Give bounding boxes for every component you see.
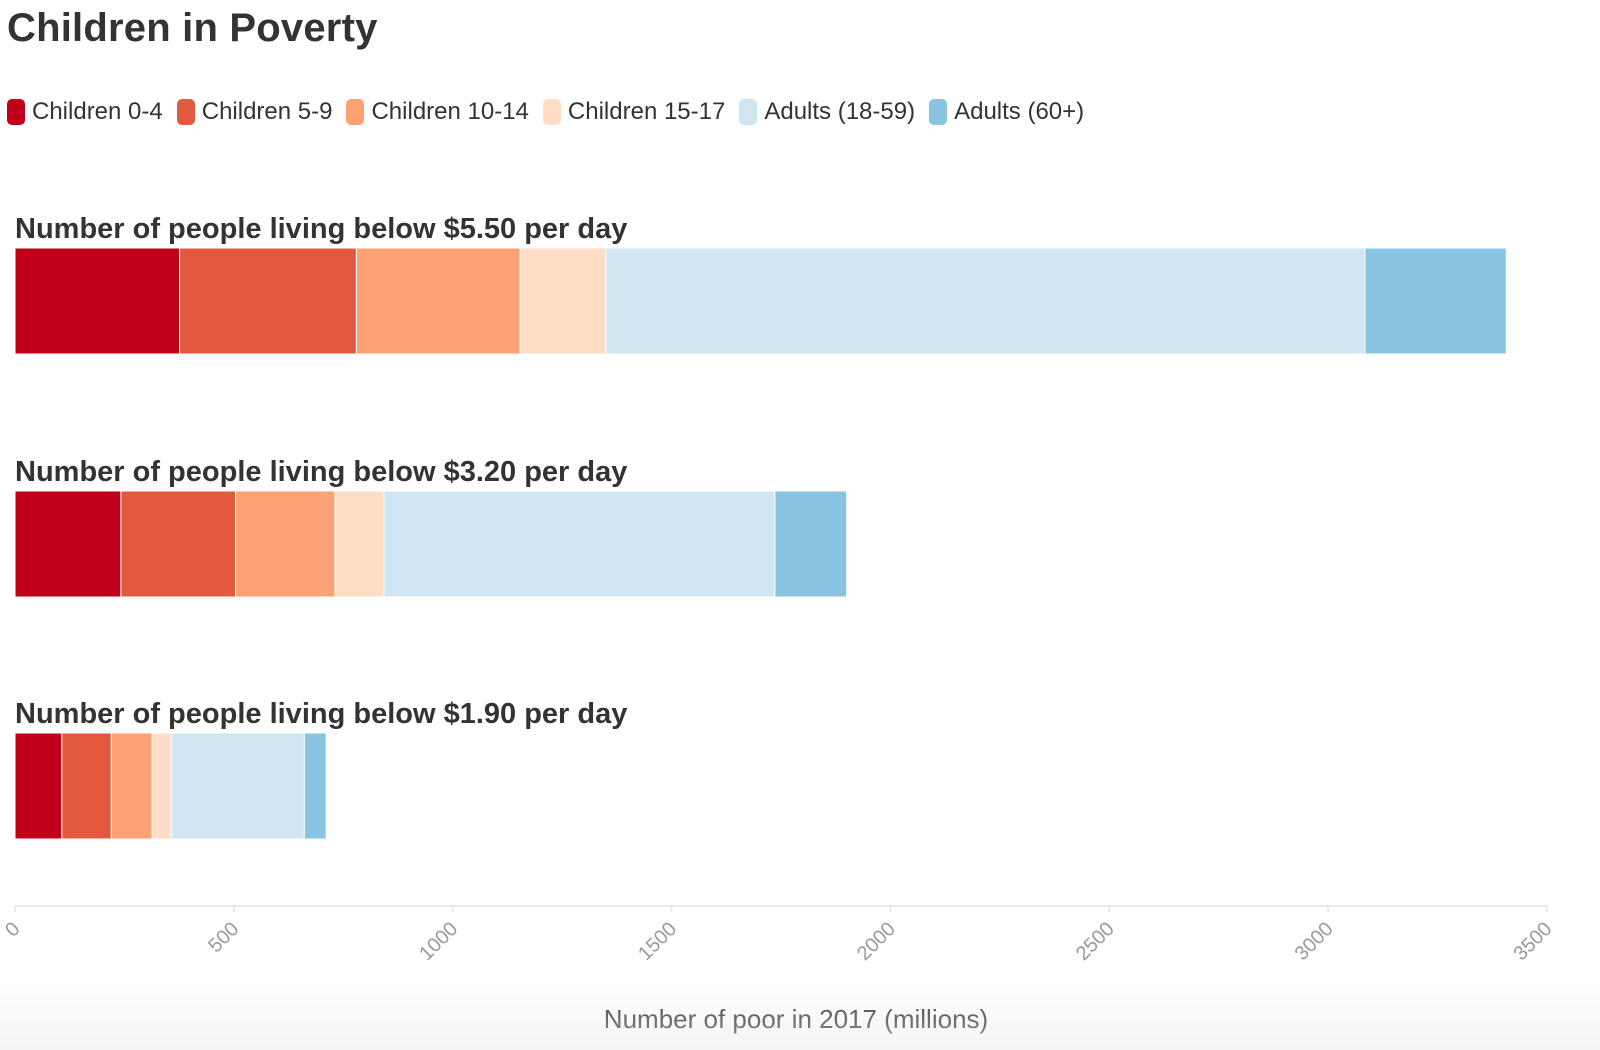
- legend-label: Children 15-17: [567, 98, 726, 125]
- bar-segment[interactable]: [14, 732, 63, 840]
- legend-item[interactable]: Children 10-14: [346, 98, 529, 126]
- bar-segment[interactable]: [110, 732, 153, 840]
- legend-item[interactable]: Children 0-4: [7, 98, 163, 126]
- x-tick-label: 500: [204, 918, 243, 957]
- bar-segment[interactable]: [383, 490, 776, 598]
- bar-segment[interactable]: [774, 490, 848, 598]
- bar-segment[interactable]: [235, 490, 336, 598]
- legend-item[interactable]: Children 5-9: [176, 98, 333, 126]
- legend-swatch: [739, 99, 758, 125]
- category-label: Number of people living below $1.90 per …: [15, 698, 627, 730]
- bar-segment[interactable]: [1364, 247, 1507, 355]
- legend-label: Children 5-9: [201, 98, 333, 125]
- legend-item[interactable]: Adults (60+): [929, 98, 1084, 126]
- bar-segment[interactable]: [334, 490, 385, 598]
- bar-segment[interactable]: [519, 247, 607, 355]
- chart-title: Children in Poverty: [7, 6, 378, 50]
- legend-swatch: [176, 99, 195, 125]
- legend-item[interactable]: Children 15-17: [542, 98, 726, 126]
- bar-segment[interactable]: [14, 490, 122, 598]
- legend-label: Adults (18-59): [764, 98, 916, 125]
- legend-swatch: [542, 99, 561, 125]
- legend-label: Children 10-14: [371, 98, 529, 125]
- bar-segment[interactable]: [120, 490, 237, 598]
- x-tick-label: 0: [1, 918, 24, 941]
- x-tick-label: 2000: [853, 918, 900, 965]
- legend-label: Children 0-4: [32, 98, 163, 125]
- bar-segment[interactable]: [14, 247, 181, 355]
- x-tick-label: 1500: [634, 918, 681, 965]
- category-label: Number of people living below $5.50 per …: [15, 213, 627, 245]
- x-axis-title: Number of poor in 2017 (millions): [604, 1004, 988, 1034]
- bar-segment[interactable]: [179, 247, 357, 355]
- bar-segment[interactable]: [605, 247, 1366, 355]
- legend-item[interactable]: Adults (18-59): [739, 98, 915, 126]
- bar-segment[interactable]: [61, 732, 112, 840]
- legend-label: Adults (60+): [954, 98, 1085, 125]
- category-label: Number of people living below $3.20 per …: [15, 456, 627, 488]
- bar-segment[interactable]: [303, 732, 327, 840]
- bar-segment[interactable]: [170, 732, 305, 840]
- legend: Children 0-4 Children 5-9 Children 10-14 Ch…: [7, 98, 1098, 126]
- legend-swatch: [7, 99, 25, 125]
- legend-swatch: [346, 99, 365, 125]
- bar-segment[interactable]: [151, 732, 172, 840]
- x-tick-label: 1000: [415, 918, 462, 965]
- bar-segment[interactable]: [355, 247, 521, 355]
- x-tick-label: 3500: [1510, 918, 1557, 965]
- x-tick-label: 3000: [1291, 918, 1338, 965]
- legend-swatch: [929, 99, 948, 125]
- x-tick-label: 2500: [1072, 918, 1119, 965]
